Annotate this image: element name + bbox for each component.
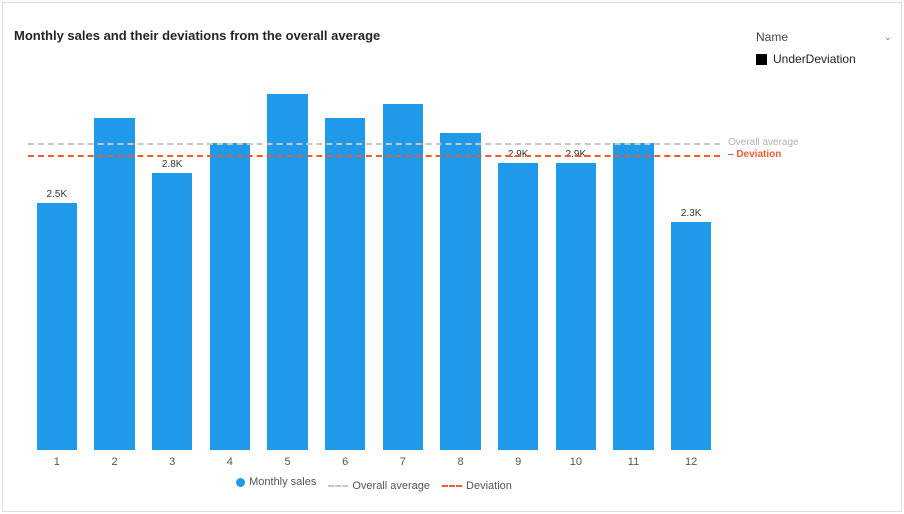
plot-area: 2.5K122.8K3456782.9K92.9K10112.3K12Overa… [28,54,720,450]
reference-line-label-overall_average: Overall average [728,137,799,148]
filter-item-label: UnderDeviation [773,52,856,66]
x-tick-label: 5 [284,456,290,468]
x-tick-label: 4 [227,456,233,468]
x-tick-label: 6 [342,456,348,468]
reference-line-deviation [28,155,720,157]
bar-value-label: 2.8K [162,159,183,170]
bar[interactable] [325,118,365,450]
bar[interactable] [440,133,480,450]
filter-header-label: Name [756,30,788,44]
chart-title: Monthly sales and their deviations from … [14,28,380,43]
bar[interactable] [210,143,250,450]
reference-line-label-deviation: ‒ Deviation [728,149,781,160]
bar-value-label: 2.3K [681,208,702,219]
legend-item-label: Overall average [352,480,430,492]
bar[interactable] [556,163,596,450]
x-tick-label: 8 [457,456,463,468]
legend-item[interactable]: Overall average [328,480,430,492]
x-tick-label: 10 [570,456,582,468]
bar[interactable] [267,94,307,450]
bar[interactable] [94,118,134,450]
bar-value-label: 2.5K [47,189,68,200]
legend-dot-icon [236,478,245,487]
filter-item[interactable]: UnderDeviation [754,48,894,70]
x-tick-label: 9 [515,456,521,468]
bar[interactable] [613,143,653,450]
legend-item-label: Deviation [466,480,512,492]
legend-item[interactable]: Monthly sales [236,476,316,488]
bar[interactable] [671,222,711,450]
reference-line-overall_average [28,143,720,145]
legend-dash-icon [328,485,348,487]
bar[interactable] [37,203,77,451]
filter-header[interactable]: Name ⌄ [754,26,894,48]
x-tick-label: 2 [111,456,117,468]
x-tick-label: 3 [169,456,175,468]
x-tick-label: 1 [54,456,60,468]
x-tick-label: 12 [685,456,697,468]
chevron-down-icon: ⌄ [884,32,892,43]
bar[interactable] [498,163,538,450]
legend-square-icon [756,54,767,65]
filter-panel: Name ⌄ UnderDeviation [754,26,894,70]
bar[interactable] [152,173,192,450]
chart-container: { "title": { "text": "Monthly sales and … [0,0,904,514]
legend-dash-icon [442,485,462,487]
legend-item-label: Monthly sales [249,476,316,488]
legend-item[interactable]: Deviation [442,480,512,492]
x-tick-label: 11 [628,456,639,468]
bottom-legend: Monthly sales Overall average Deviation [28,476,720,492]
x-tick-label: 7 [400,456,406,468]
